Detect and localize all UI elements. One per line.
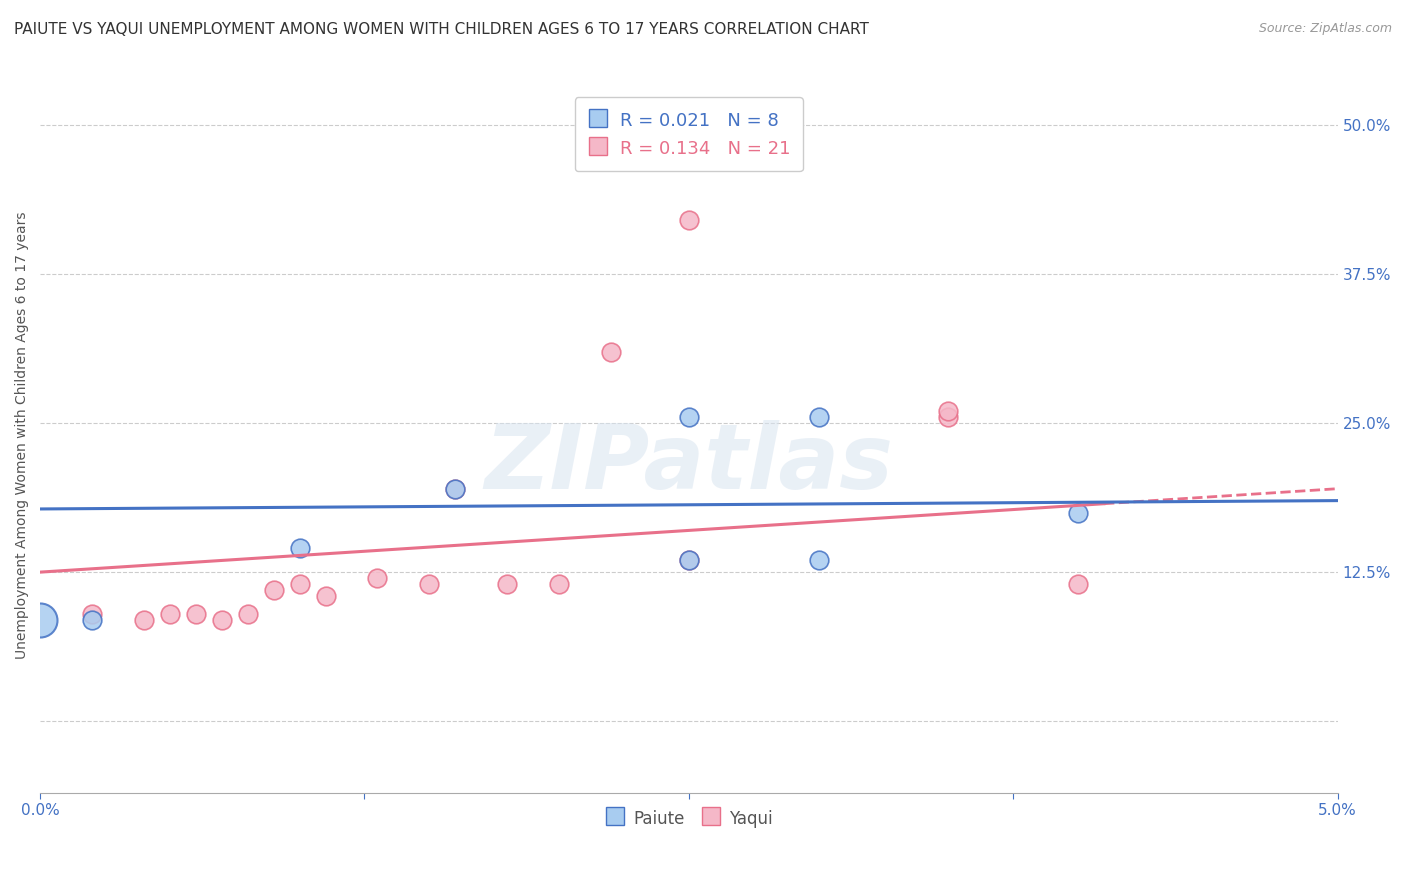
Point [366, 571, 388, 585]
Y-axis label: Unemployment Among Women with Children Ages 6 to 17 years: Unemployment Among Women with Children A… [15, 211, 30, 659]
Point [132, 613, 155, 627]
Point [288, 577, 311, 591]
Point [548, 577, 571, 591]
Point [678, 213, 700, 227]
Point [315, 589, 337, 603]
Point [80, 607, 103, 621]
Point [1067, 506, 1090, 520]
Point [211, 613, 233, 627]
Point [30, 613, 52, 627]
Point [807, 553, 830, 567]
Text: Source: ZipAtlas.com: Source: ZipAtlas.com [1258, 22, 1392, 36]
Text: ZIPatlas: ZIPatlas [485, 419, 893, 508]
Point [496, 577, 519, 591]
Point [263, 582, 285, 597]
Point [184, 607, 207, 621]
Point [80, 613, 103, 627]
Point [678, 553, 700, 567]
Text: PAIUTE VS YAQUI UNEMPLOYMENT AMONG WOMEN WITH CHILDREN AGES 6 TO 17 YEARS CORREL: PAIUTE VS YAQUI UNEMPLOYMENT AMONG WOMEN… [14, 22, 869, 37]
Point [444, 482, 467, 496]
Point [678, 553, 700, 567]
Point [678, 112, 700, 127]
Point [938, 404, 960, 418]
Point [236, 607, 259, 621]
Point [807, 410, 830, 425]
Point [678, 410, 700, 425]
Legend: Paiute, Yaqui: Paiute, Yaqui [598, 802, 780, 834]
Point [418, 577, 440, 591]
Point [288, 541, 311, 556]
Point [938, 410, 960, 425]
Point [600, 344, 623, 359]
Point [1067, 577, 1090, 591]
Point [159, 607, 181, 621]
Point [444, 482, 467, 496]
